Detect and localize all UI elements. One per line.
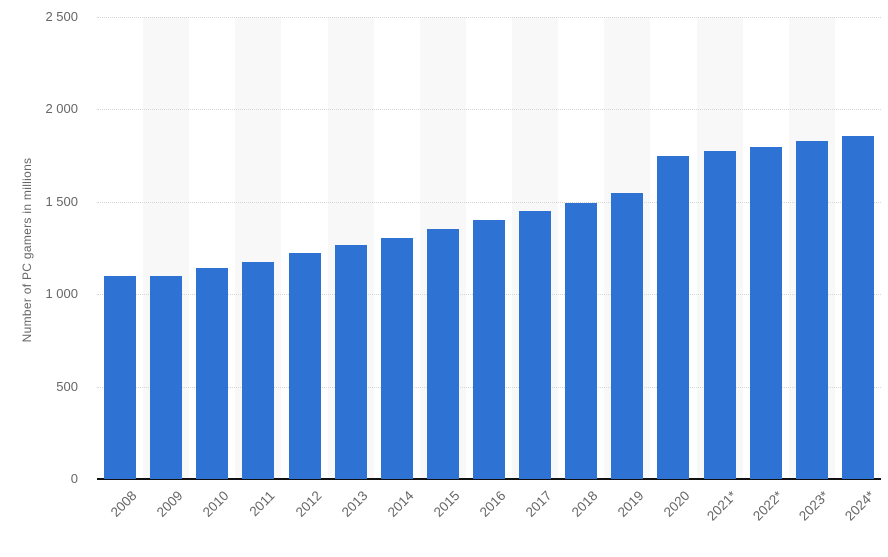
bar-2010[interactable] <box>196 268 229 479</box>
bar-2020[interactable] <box>657 156 690 479</box>
y-tick-label-1500: 1 500 <box>45 193 78 209</box>
gridline-2000 <box>97 109 881 111</box>
plot-area <box>97 17 881 480</box>
y-tick-label-2000: 2 000 <box>45 101 78 117</box>
bar-2015[interactable] <box>426 229 459 479</box>
bar-2009[interactable] <box>150 276 183 479</box>
x-axis-line <box>97 478 881 480</box>
bar-2008[interactable] <box>104 276 137 479</box>
bar-2017[interactable] <box>519 211 552 479</box>
bar-2013[interactable] <box>334 245 367 479</box>
bar-2018[interactable] <box>565 203 598 479</box>
bar-2012[interactable] <box>288 253 321 479</box>
gridline-2500 <box>97 17 881 18</box>
bar-2021*[interactable] <box>703 151 736 479</box>
bar-2022*[interactable] <box>749 147 782 479</box>
y-tick-label-500: 500 <box>56 378 78 394</box>
bar-2024*[interactable] <box>841 136 874 479</box>
y-tick-label-1000: 1 000 <box>45 286 78 302</box>
gridline-1500 <box>97 201 881 203</box>
bar-2016[interactable] <box>473 220 505 479</box>
y-tick-label-2500: 2 500 <box>45 9 78 24</box>
bar-2019[interactable] <box>611 193 644 479</box>
y-tick-label-0: 0 <box>70 471 78 486</box>
bar-2023*[interactable] <box>795 141 828 479</box>
y-axis-title: Number of PC gamers in millions <box>20 157 34 343</box>
bar-2011[interactable] <box>242 262 275 479</box>
bar-2014[interactable] <box>380 238 413 479</box>
